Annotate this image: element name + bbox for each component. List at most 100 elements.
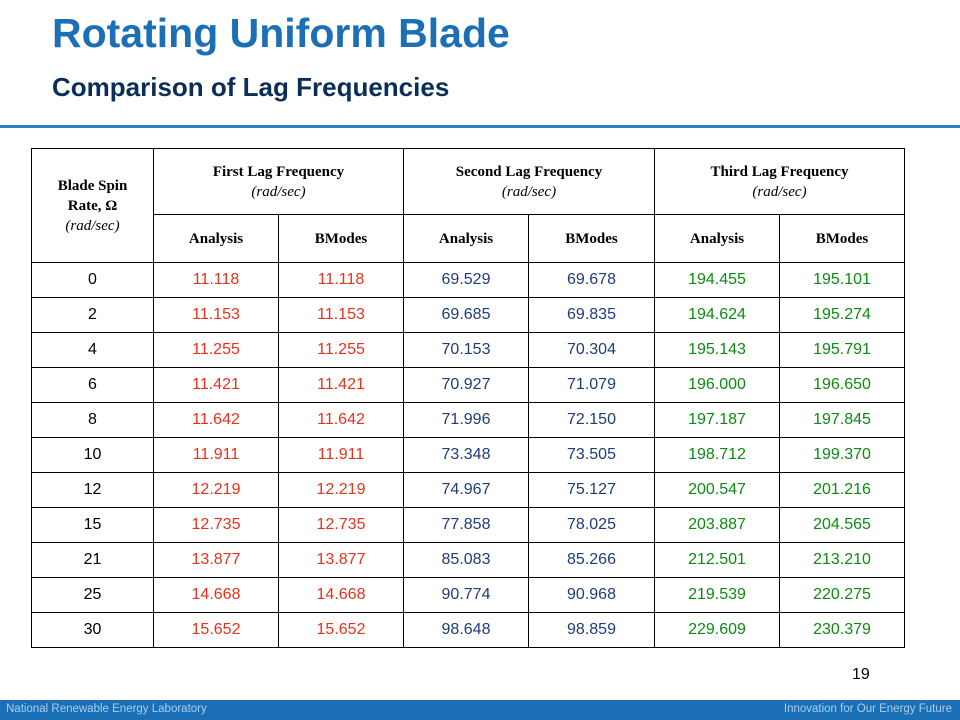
table-row: 0 11.118 11.118 69.529 69.678 194.455 195.101 [31, 262, 906, 298]
cell-third-analysis: 203.887 [654, 507, 780, 543]
header-first-lag: First Lag Frequency (rad/sec) [153, 148, 404, 215]
cell-second-bmodes: 72.150 [528, 402, 655, 438]
cell-first-bmodes: 11.421 [278, 367, 404, 403]
cell-second-bmodes: 69.678 [528, 262, 655, 298]
table-row: 8 11.642 11.642 71.996 72.150 197.187 197.845 [31, 402, 906, 438]
cell-second-bmodes: 85.266 [528, 542, 655, 578]
subheader-second-analysis: Analysis [403, 214, 529, 263]
header-rate-unit: (rad/sec) [65, 217, 120, 234]
header-second-lag-label: Second Lag Frequency [455, 163, 603, 180]
cell-first-analysis: 14.668 [153, 577, 279, 613]
cell-first-bmodes: 14.668 [278, 577, 404, 613]
cell-first-analysis: 12.219 [153, 472, 279, 508]
cell-second-bmodes: 71.079 [528, 367, 655, 403]
cell-second-analysis: 70.927 [403, 367, 529, 403]
cell-first-analysis: 12.735 [153, 507, 279, 543]
cell-first-bmodes: 15.652 [278, 612, 404, 648]
subheader-first-analysis: Analysis [153, 214, 279, 263]
cell-first-bmodes: 11.642 [278, 402, 404, 438]
cell-spin-rate: 4 [31, 332, 154, 368]
slide-title: Rotating Uniform Blade [52, 10, 510, 56]
cell-second-bmodes: 75.127 [528, 472, 655, 508]
cell-third-bmodes: 201.216 [778, 472, 906, 508]
table-row: 21 13.877 13.877 85.083 85.266 212.501 213.210 [31, 542, 906, 578]
cell-second-bmodes: 73.505 [528, 437, 655, 473]
page-number: 19 [852, 666, 870, 683]
subheader-second-bmodes: BModes [528, 214, 655, 263]
cell-third-bmodes: 230.379 [778, 612, 906, 648]
cell-second-analysis: 69.685 [403, 297, 529, 333]
cell-spin-rate: 8 [31, 402, 154, 438]
cell-spin-rate: 6 [31, 367, 154, 403]
table-row: 15 12.735 12.735 77.858 78.025 203.887 204.565 [31, 507, 906, 543]
footer-tagline: Innovation for Our Energy Future [783, 703, 952, 715]
cell-second-analysis: 73.348 [403, 437, 529, 473]
cell-second-bmodes: 70.304 [528, 332, 655, 368]
cell-second-analysis: 74.967 [403, 472, 529, 508]
cell-first-bmodes: 12.219 [278, 472, 404, 508]
cell-third-bmodes: 197.845 [778, 402, 906, 438]
cell-spin-rate: 0 [31, 262, 154, 298]
lag-frequency-table: Blade Spin Rate, Ω (rad/sec) First Lag F… [31, 148, 906, 648]
table-row: 6 11.421 11.421 70.927 71.079 196.000 196.650 [31, 367, 906, 403]
cell-second-analysis: 70.153 [403, 332, 529, 368]
table-row: 12 12.219 12.219 74.967 75.127 200.547 201.216 [31, 472, 906, 508]
cell-third-analysis: 194.455 [654, 262, 780, 298]
cell-spin-rate: 25 [31, 577, 154, 613]
cell-third-analysis: 196.000 [654, 367, 780, 403]
cell-second-bmodes: 90.968 [528, 577, 655, 613]
cell-third-analysis: 219.539 [654, 577, 780, 613]
subheader-third-bmodes: BModes [778, 214, 906, 263]
cell-third-analysis: 212.501 [654, 542, 780, 578]
title-divider [0, 125, 960, 128]
subheader-first-bmodes: BModes [278, 214, 404, 263]
table-row: 25 14.668 14.668 90.774 90.968 219.539 220.275 [31, 577, 906, 613]
cell-first-bmodes: 11.911 [278, 437, 404, 473]
cell-first-bmodes: 11.118 [278, 262, 404, 298]
cell-second-analysis: 98.648 [403, 612, 529, 648]
cell-third-bmodes: 195.101 [778, 262, 906, 298]
footer-bar: National Renewable Energy Laboratory Inn… [0, 700, 960, 720]
table-row: 30 15.652 15.652 98.648 98.859 229.609 230.379 [31, 612, 906, 648]
cell-first-analysis: 11.118 [153, 262, 279, 298]
cell-third-bmodes: 196.650 [778, 367, 906, 403]
cell-second-analysis: 71.996 [403, 402, 529, 438]
cell-first-bmodes: 11.153 [278, 297, 404, 333]
header-first-lag-label: First Lag Frequency [212, 163, 345, 180]
cell-second-bmodes: 69.835 [528, 297, 655, 333]
cell-third-analysis: 229.609 [654, 612, 780, 648]
cell-first-analysis: 11.911 [153, 437, 279, 473]
footer-organization: National Renewable Energy Laboratory [6, 703, 207, 715]
table-body: 0 11.118 11.118 69.529 69.678 194.455 195.101 2… [31, 262, 906, 648]
cell-third-bmodes: 195.274 [778, 297, 906, 333]
header-second-lag: Second Lag Frequency (rad/sec) [403, 148, 655, 215]
table-row: 4 11.255 11.255 70.153 70.304 195.143 195.791 [31, 332, 906, 368]
cell-spin-rate: 15 [31, 507, 154, 543]
cell-first-analysis: 15.652 [153, 612, 279, 648]
header-second-lag-unit: (rad/sec) [501, 183, 557, 200]
cell-third-bmodes: 195.791 [778, 332, 906, 368]
cell-third-bmodes: 199.370 [778, 437, 906, 473]
cell-spin-rate: 21 [31, 542, 154, 578]
header-rate-line2: Rate, Ω [67, 197, 118, 214]
cell-spin-rate: 2 [31, 297, 154, 333]
subheader-third-analysis: Analysis [654, 214, 780, 263]
cell-third-analysis: 197.187 [654, 402, 780, 438]
table-row: 2 11.153 11.153 69.685 69.835 194.624 195.274 [31, 297, 906, 333]
cell-third-analysis: 194.624 [654, 297, 780, 333]
cell-second-analysis: 69.529 [403, 262, 529, 298]
header-third-lag-unit: (rad/sec) [752, 183, 807, 200]
cell-second-analysis: 77.858 [403, 507, 529, 543]
cell-first-analysis: 11.153 [153, 297, 279, 333]
cell-second-analysis: 85.083 [403, 542, 529, 578]
cell-first-analysis: 13.877 [153, 542, 279, 578]
cell-third-bmodes: 204.565 [778, 507, 906, 543]
cell-first-bmodes: 11.255 [278, 332, 404, 368]
cell-first-analysis: 11.255 [153, 332, 279, 368]
cell-spin-rate: 30 [31, 612, 154, 648]
header-third-lag-label: Third Lag Frequency [710, 163, 849, 180]
header-blade-spin-rate: Blade Spin Rate, Ω (rad/sec) [31, 148, 154, 263]
cell-second-bmodes: 78.025 [528, 507, 655, 543]
cell-third-bmodes: 213.210 [778, 542, 906, 578]
header-first-lag-unit: (rad/sec) [251, 183, 306, 200]
